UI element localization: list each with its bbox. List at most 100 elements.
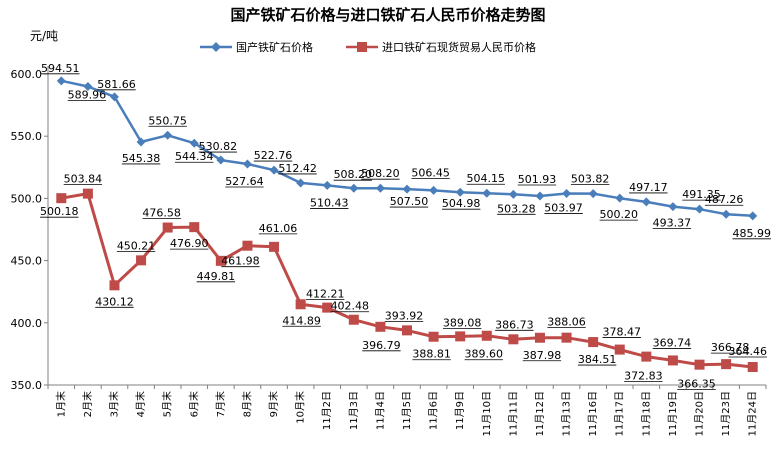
data-point bbox=[641, 351, 652, 362]
data-point bbox=[295, 299, 306, 310]
data-point bbox=[455, 187, 465, 197]
data-label: 508.20 bbox=[334, 168, 373, 181]
data-label: 414.89 bbox=[282, 314, 321, 327]
x-tick-label: 1月末 bbox=[54, 391, 67, 417]
x-tick-label: 8月末 bbox=[240, 391, 253, 417]
data-point bbox=[482, 188, 492, 198]
data-point bbox=[136, 255, 147, 266]
data-point bbox=[561, 332, 572, 343]
data-point bbox=[747, 362, 758, 373]
y-axis-label: 元/吨 bbox=[30, 29, 58, 43]
x-tick-label: 11月13日 bbox=[561, 391, 573, 436]
x-tick-label: 11月11日 bbox=[507, 391, 519, 436]
data-label: 589.96 bbox=[68, 88, 107, 101]
x-tick-label: 7月末 bbox=[214, 391, 227, 417]
data-point bbox=[615, 193, 625, 203]
data-label: 500.20 bbox=[599, 208, 638, 221]
x-tick-label: 11月6日 bbox=[428, 391, 440, 430]
y-tick-label: 550.0 bbox=[11, 130, 43, 143]
data-point bbox=[242, 240, 253, 251]
data-point bbox=[215, 255, 226, 266]
data-point bbox=[455, 331, 466, 342]
data-label: 450.21 bbox=[117, 239, 156, 252]
data-point bbox=[162, 222, 173, 233]
data-point bbox=[348, 314, 359, 325]
data-label: 461.06 bbox=[259, 222, 298, 235]
legend-label-domestic: 国产铁矿石价格 bbox=[236, 40, 313, 54]
legend-marker-import bbox=[357, 42, 367, 52]
data-label: 388.06 bbox=[547, 316, 586, 329]
y-tick-label: 500.0 bbox=[11, 192, 43, 205]
data-label: 527.64 bbox=[225, 175, 264, 188]
data-point bbox=[82, 188, 93, 199]
data-point bbox=[375, 183, 385, 193]
x-tick-label: 11月4日 bbox=[374, 391, 386, 430]
data-label: 387.98 bbox=[523, 349, 562, 362]
data-label: 503.28 bbox=[497, 202, 536, 215]
data-point bbox=[588, 189, 598, 199]
data-label: 507.50 bbox=[390, 195, 429, 208]
data-label: 530.82 bbox=[199, 140, 238, 153]
data-point bbox=[136, 137, 146, 147]
x-tick-label: 11月10日 bbox=[481, 391, 493, 436]
data-point bbox=[481, 330, 492, 341]
data-point bbox=[695, 204, 705, 214]
data-point bbox=[694, 359, 705, 370]
data-label: 508.20 bbox=[361, 167, 400, 180]
data-point bbox=[83, 81, 93, 91]
data-label: 389.60 bbox=[465, 348, 504, 361]
data-point bbox=[349, 183, 359, 193]
data-label: 491.35 bbox=[682, 188, 721, 201]
data-label: 476.58 bbox=[142, 207, 181, 220]
data-label: 366.35 bbox=[677, 378, 716, 391]
x-tick-label: 11月24日 bbox=[747, 391, 759, 436]
x-tick-label: 11月20日 bbox=[694, 391, 706, 436]
data-point bbox=[322, 180, 332, 190]
data-point bbox=[163, 130, 173, 140]
data-point bbox=[402, 184, 412, 194]
data-label: 388.81 bbox=[412, 348, 451, 361]
data-point bbox=[322, 302, 333, 313]
data-point bbox=[269, 241, 280, 252]
x-tick-label: 2月末 bbox=[81, 391, 94, 417]
x-tick-label: 11月12日 bbox=[534, 391, 546, 436]
data-label: 396.79 bbox=[362, 339, 401, 352]
data-label: 510.43 bbox=[310, 196, 349, 209]
data-point bbox=[667, 355, 678, 366]
data-label: 512.42 bbox=[278, 162, 317, 175]
chart-title: 国产铁矿石价格与进口铁矿石人民币价格走势图 bbox=[230, 6, 545, 24]
data-point bbox=[375, 321, 386, 332]
data-label: 522.76 bbox=[254, 149, 293, 162]
data-label: 544.34 bbox=[175, 150, 214, 163]
data-point bbox=[216, 155, 226, 165]
data-point bbox=[614, 344, 625, 355]
legend: 国产铁矿石价格 进口铁矿石现货贸易人民币价格 bbox=[200, 40, 536, 54]
x-tick-label: 11月3日 bbox=[348, 391, 360, 430]
data-label: 550.75 bbox=[148, 114, 187, 127]
data-label: 501.93 bbox=[518, 173, 557, 186]
x-tick-label: 4月末 bbox=[134, 391, 147, 417]
data-label: 366.78 bbox=[711, 341, 750, 354]
data-label: 386.73 bbox=[495, 318, 534, 331]
data-point bbox=[242, 159, 252, 169]
axes: 350.0 400.0 450.0 500.0 550.0 600.0 1月末 2月末 3月末 4… bbox=[11, 66, 767, 436]
data-point bbox=[56, 76, 66, 86]
data-label: 372.83 bbox=[624, 370, 663, 383]
data-point bbox=[534, 332, 545, 343]
y-tick-label: 450.0 bbox=[11, 255, 43, 268]
x-tick-label: 11月5日 bbox=[401, 391, 413, 430]
data-label: 487.26 bbox=[705, 193, 744, 206]
data-point bbox=[508, 334, 519, 345]
x-tick-label: 5月末 bbox=[161, 391, 174, 417]
x-tick-label: 11月9日 bbox=[454, 391, 466, 430]
data-point bbox=[641, 197, 651, 207]
data-label: 485.99 bbox=[732, 227, 771, 240]
x-tick-label: 11月16日 bbox=[587, 391, 599, 436]
data-point bbox=[428, 331, 439, 342]
data-label: 476.90 bbox=[170, 237, 209, 250]
data-point bbox=[588, 337, 599, 348]
x-tick-label: 11月19日 bbox=[667, 391, 679, 436]
data-point bbox=[269, 165, 279, 175]
